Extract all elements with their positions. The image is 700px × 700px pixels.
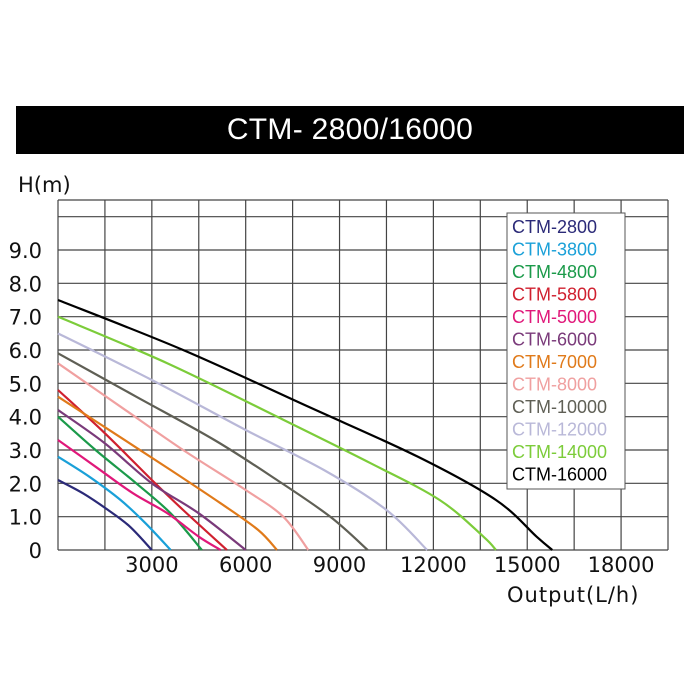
series-line-ctm-5000: [57, 439, 222, 551]
x-tick-label: 6000: [219, 553, 272, 577]
legend-entry: CTM-4800: [512, 262, 597, 282]
legend-entry: CTM-12000: [512, 420, 607, 440]
legend-entry: CTM-5800: [512, 285, 597, 305]
legend-entry: CTM-7000: [512, 352, 597, 372]
y-tick-label: 9.0: [9, 239, 42, 263]
legend-entry: CTM-6000: [512, 330, 597, 350]
series-line-ctm-3800: [57, 455, 172, 551]
y-axis-label: H(m): [18, 173, 71, 197]
y-tick-label: 6.0: [9, 339, 42, 363]
series-line-ctm-4800: [57, 415, 203, 551]
series-line-ctm-16000: [57, 298, 553, 551]
legend-entry: CTM-10000: [512, 397, 607, 417]
legend-entry: CTM-16000: [512, 465, 607, 485]
x-axis-label: Output(L/h): [507, 583, 639, 607]
chart-title: CTM- 2800/16000: [16, 106, 684, 154]
series-line-ctm-12000: [57, 332, 428, 551]
y-tick-label: 3.0: [9, 439, 42, 463]
series-line-ctm-5800: [57, 389, 228, 551]
series-line-ctm-10000: [57, 352, 369, 551]
y-tick-label: 4.0: [9, 406, 42, 430]
legend-entry: CTM-14000: [512, 442, 607, 462]
series-lines: [57, 298, 553, 551]
series-line-ctm-2800: [57, 479, 153, 551]
y-tick-label: 7.0: [9, 306, 42, 330]
y-tick-label: 0: [29, 539, 42, 563]
legend-entry: CTM-2800: [512, 217, 597, 237]
x-tick-label: 3000: [125, 553, 178, 577]
legend-box: [506, 212, 626, 490]
series-line-ctm-6000: [57, 409, 247, 551]
series-line-ctm-14000: [57, 315, 497, 551]
y-tick-label: 1.0: [9, 506, 42, 530]
x-tick-label: 18000: [588, 553, 655, 577]
series-line-ctm-8000: [57, 362, 310, 551]
y-tick-label: 2.0: [9, 472, 42, 496]
y-tick-label: 8.0: [9, 272, 42, 296]
legend-entry: CTM-5000: [512, 307, 597, 327]
x-tick-label: 9000: [313, 553, 366, 577]
x-tick-labels: 3000 6000 9000 12000 15000 18000: [125, 553, 654, 577]
y-tick-label: 5.0: [9, 372, 42, 396]
series-line-ctm-7000: [57, 395, 278, 551]
y-tick-labels: 0 1.0 2.0 3.0 4.0 5.0 6.0 7.0 8.0 9.0: [9, 239, 42, 563]
legend-entry: CTM-8000: [512, 375, 597, 395]
x-tick-label: 12000: [400, 553, 467, 577]
legend-entry: CTM-3800: [512, 240, 597, 260]
x-tick-label: 15000: [494, 553, 561, 577]
